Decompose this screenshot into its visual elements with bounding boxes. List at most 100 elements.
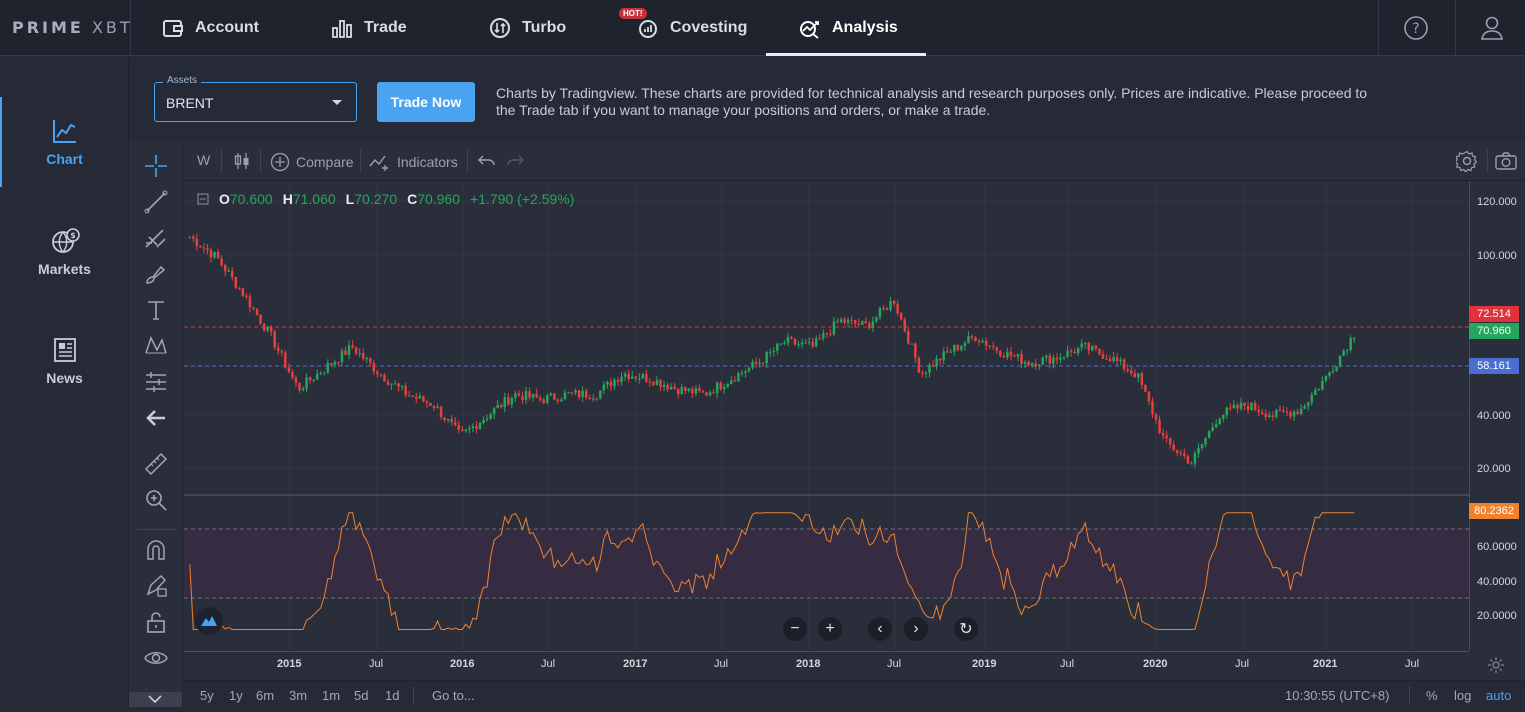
candle bbox=[277, 347, 280, 352]
candles-icon[interactable] bbox=[232, 151, 252, 171]
redo-icon[interactable] bbox=[506, 153, 524, 169]
candle bbox=[1317, 389, 1321, 391]
price-chart[interactable] bbox=[184, 182, 1469, 650]
prime-xbt-logo[interactable]: PRIME XBT bbox=[12, 18, 133, 37]
candle bbox=[963, 343, 967, 347]
undo-icon[interactable] bbox=[478, 153, 496, 169]
candle bbox=[924, 372, 928, 374]
unlock-icon[interactable] bbox=[143, 609, 169, 635]
trade-now-button[interactable]: Trade Now bbox=[377, 82, 475, 122]
range-6m[interactable]: 6m bbox=[256, 688, 275, 703]
candle bbox=[988, 345, 991, 347]
divider bbox=[1378, 0, 1379, 56]
candle bbox=[818, 338, 822, 340]
globe-dollar-icon: $ bbox=[51, 228, 80, 253]
candle bbox=[652, 381, 655, 385]
brush-icon[interactable] bbox=[143, 261, 169, 287]
candle bbox=[861, 321, 864, 325]
lock-drawing-icon[interactable] bbox=[143, 573, 169, 599]
candle bbox=[1303, 406, 1306, 409]
eye-icon[interactable] bbox=[143, 645, 169, 671]
text-tool-icon[interactable] bbox=[143, 297, 169, 323]
percent-scale-toggle[interactable]: % bbox=[1426, 688, 1438, 703]
sidebar-item-chart[interactable]: Chart bbox=[0, 117, 129, 167]
magnet-icon[interactable] bbox=[143, 537, 169, 563]
candle bbox=[967, 336, 970, 344]
candle bbox=[931, 364, 935, 367]
candle bbox=[1289, 412, 1292, 417]
candle bbox=[1119, 359, 1122, 361]
help-icon[interactable]: ? bbox=[1403, 15, 1429, 41]
scroll-right-button[interactable]: › bbox=[904, 617, 928, 641]
candle bbox=[1243, 402, 1246, 406]
zoom-out-button[interactable]: − bbox=[783, 617, 807, 641]
tab-turbo[interactable]: Turbo bbox=[488, 0, 566, 56]
range-1m[interactable]: 1m bbox=[322, 688, 341, 703]
candle bbox=[974, 337, 977, 342]
sidebar-item-news[interactable]: News bbox=[0, 336, 129, 386]
crosshair-icon[interactable] bbox=[143, 153, 169, 179]
sidebar-item-markets[interactable]: $ Markets bbox=[0, 227, 129, 277]
indicators-button[interactable]: Indicators bbox=[369, 152, 458, 172]
goto-date-button[interactable]: Go to... bbox=[432, 688, 475, 703]
zoom-in-icon[interactable] bbox=[143, 487, 169, 513]
candle bbox=[1218, 418, 1221, 425]
divider bbox=[1487, 149, 1488, 173]
candle bbox=[581, 390, 584, 398]
candle bbox=[1030, 363, 1034, 366]
tab-account[interactable]: Account bbox=[161, 0, 259, 56]
candle bbox=[669, 386, 673, 390]
settings-gear-icon[interactable] bbox=[1456, 150, 1478, 172]
collapse-toolbar-button[interactable] bbox=[129, 692, 182, 707]
trend-line-icon[interactable] bbox=[143, 189, 169, 215]
candle bbox=[1345, 350, 1349, 352]
price-tag-last: 70.960 bbox=[1469, 323, 1519, 339]
camera-icon[interactable] bbox=[1494, 151, 1518, 171]
range-1d[interactable]: 1d bbox=[385, 688, 400, 703]
scroll-left-button[interactable]: ‹ bbox=[868, 617, 892, 641]
candle bbox=[1105, 358, 1108, 360]
candle bbox=[1037, 364, 1041, 367]
candle bbox=[418, 395, 422, 399]
user-icon[interactable] bbox=[1480, 15, 1504, 41]
fib-tool-icon[interactable] bbox=[143, 225, 169, 251]
chart-pane[interactable] bbox=[184, 182, 1469, 650]
tab-covesting[interactable]: Covesting bbox=[636, 0, 747, 56]
compare-button[interactable]: Compare bbox=[270, 152, 354, 172]
time-axis[interactable] bbox=[184, 651, 1469, 679]
interval-button[interactable]: W bbox=[197, 152, 211, 168]
candle bbox=[315, 373, 319, 380]
price-axis[interactable] bbox=[1469, 182, 1525, 650]
axis-settings-icon[interactable] bbox=[1487, 656, 1505, 674]
candle bbox=[885, 308, 889, 310]
range-5y[interactable]: 5y bbox=[200, 688, 214, 703]
tab-trade[interactable]: Trade bbox=[330, 0, 407, 56]
candle bbox=[574, 390, 577, 393]
ruler-icon[interactable] bbox=[143, 451, 169, 477]
ohlc-low: L70.270 bbox=[346, 191, 397, 207]
range-3m[interactable]: 3m bbox=[289, 688, 308, 703]
collapse-legend-icon[interactable] bbox=[197, 193, 209, 205]
auto-scale-toggle[interactable]: auto bbox=[1486, 688, 1512, 703]
range-1y[interactable]: 1y bbox=[229, 688, 243, 703]
candle bbox=[592, 398, 595, 400]
tab-analysis[interactable]: Analysis bbox=[798, 0, 898, 56]
candle bbox=[475, 426, 478, 429]
prediction-tool-icon[interactable] bbox=[143, 369, 169, 395]
assets-select[interactable]: Assets BRENT bbox=[154, 75, 357, 122]
arrow-left-icon[interactable] bbox=[143, 405, 169, 431]
candle bbox=[871, 321, 875, 329]
candle bbox=[1204, 438, 1207, 445]
zoom-in-button[interactable]: + bbox=[818, 617, 842, 641]
tradingview-logo[interactable] bbox=[195, 607, 223, 635]
range-5d[interactable]: 5d bbox=[354, 688, 369, 703]
candle bbox=[733, 380, 737, 382]
candle bbox=[701, 390, 705, 393]
time-label: Jul bbox=[714, 658, 729, 670]
candle bbox=[595, 398, 599, 400]
log-scale-toggle[interactable]: log bbox=[1454, 688, 1472, 703]
clock-timezone[interactable]: 10:30:55 (UTC+8) bbox=[1285, 688, 1390, 703]
candle bbox=[1140, 373, 1144, 385]
pattern-tool-icon[interactable] bbox=[143, 333, 169, 359]
reset-chart-button[interactable]: ↻ bbox=[954, 617, 978, 641]
